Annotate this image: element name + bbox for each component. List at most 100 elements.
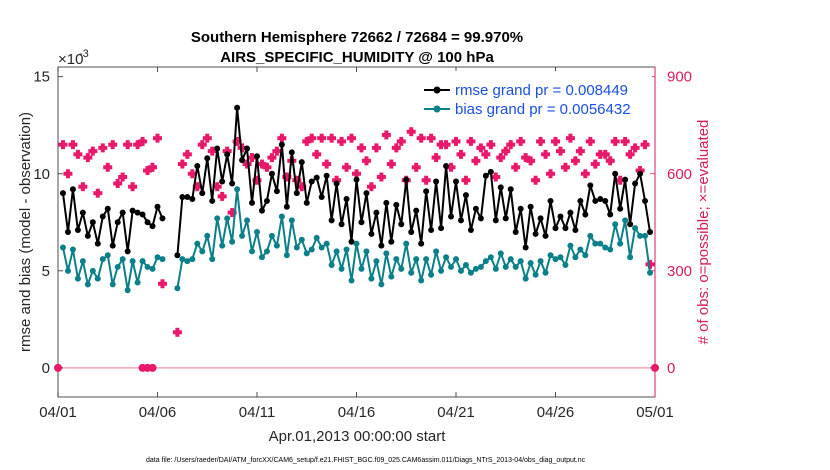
rmse-point <box>428 227 435 234</box>
obs-evaluated-marker <box>585 136 595 146</box>
y2-tick-label: 900 <box>667 69 692 86</box>
series-layer <box>54 104 659 372</box>
rmse-point <box>214 145 221 152</box>
bias-point <box>637 232 644 239</box>
bias-point <box>159 256 166 263</box>
obs-evaluated-marker <box>267 153 277 163</box>
rmse-point <box>353 176 360 183</box>
obs-evaluated-marker <box>118 172 128 182</box>
obs-evaluated-marker <box>347 133 357 143</box>
rmse-point <box>497 184 504 191</box>
obs-evaluated-marker <box>177 159 187 169</box>
obs-evaluated-marker <box>262 162 272 172</box>
y2-axis-ticks: 0 300 600 900 <box>650 67 692 397</box>
bias-point <box>288 217 295 224</box>
legend-rmse-label: rmse grand pr = 0.008449 <box>455 82 628 99</box>
obs-evaluated-marker <box>197 140 207 150</box>
bias-point <box>318 244 325 251</box>
bias-point <box>502 263 509 270</box>
x-tick-label: 04/26 <box>537 404 575 421</box>
obs-evaluated-marker <box>272 146 282 156</box>
bias-point <box>104 252 111 259</box>
rmse-point <box>467 227 474 234</box>
rmse-point <box>433 178 440 185</box>
x-tick-label: 05/01 <box>636 404 674 421</box>
obs-evaluated-marker <box>605 156 615 166</box>
rmse-point <box>94 240 101 247</box>
bias-point <box>283 252 290 259</box>
rmse-point <box>632 180 639 187</box>
rmse-point <box>423 188 430 195</box>
rmse-point <box>462 192 469 199</box>
obs-evaluated-marker <box>441 140 451 150</box>
rmse-point <box>408 229 415 235</box>
y2-axis-label: # of obs: o=possible; ×=evaluated <box>695 120 712 345</box>
y-tick-label: 0 <box>42 360 50 377</box>
obs-evaluated-marker <box>172 327 182 337</box>
rmse-point <box>323 172 330 179</box>
rmse-point <box>268 170 275 177</box>
bias-point <box>99 256 106 263</box>
rmse-point <box>443 163 450 169</box>
rmse-point <box>393 201 400 208</box>
bias-point <box>254 229 260 235</box>
rmse-point <box>492 217 499 224</box>
y-axis-scale-base: ×10 <box>58 51 83 68</box>
rmse-point <box>582 211 589 218</box>
rmse-point <box>642 197 649 204</box>
bias-point <box>457 267 464 274</box>
rmse-point <box>547 197 554 204</box>
rmse-point <box>333 180 340 187</box>
bias-point <box>512 263 519 270</box>
rmse-point <box>104 205 111 212</box>
bias-point <box>443 254 450 261</box>
rmse-point <box>278 141 285 148</box>
obs-evaluated-marker <box>317 133 327 143</box>
bias-point <box>647 269 654 276</box>
rmse-point <box>239 157 246 164</box>
x-axis-ticks: 04/01 04/06 04/11 04/16 04/21 04/26 05/01 <box>39 67 674 421</box>
bias-point <box>69 246 76 253</box>
rmse-point <box>363 190 370 197</box>
rmse-point <box>139 211 146 218</box>
obs-evaluated-marker <box>123 140 133 150</box>
rmse-point <box>512 229 519 235</box>
bias-point <box>189 256 196 263</box>
bias-point <box>119 256 126 263</box>
bias-point <box>348 277 355 284</box>
rmse-point <box>318 194 325 201</box>
obs-evaluated-marker <box>426 133 436 143</box>
obs-evaluated-marker <box>88 146 98 156</box>
rmse-point <box>234 104 241 111</box>
plot-area <box>57 66 656 398</box>
obs-evaluated-marker <box>411 162 421 172</box>
obs-evaluated-marker <box>560 162 570 172</box>
bias-point <box>323 240 330 247</box>
obs-evaluated-marker <box>511 162 521 172</box>
obs-evaluated-marker <box>575 146 585 156</box>
obs-possible-marker <box>651 363 659 372</box>
rmse-point <box>527 203 534 210</box>
obs-evaluated-marker <box>242 159 252 169</box>
rmse-point <box>373 209 380 216</box>
rmse-point <box>637 170 644 177</box>
legend-box <box>420 71 652 119</box>
bias-point <box>597 240 604 247</box>
bias-point <box>527 260 534 267</box>
bias-point <box>413 256 420 263</box>
bias-point <box>209 256 216 263</box>
obs-possible-marker <box>54 363 62 372</box>
y-tick-label: 10 <box>33 166 50 183</box>
y2-tick-label: 600 <box>667 166 692 183</box>
bias-point <box>273 242 280 249</box>
rmse-point <box>368 230 375 237</box>
rmse-point <box>383 199 390 206</box>
bias-point <box>522 275 529 282</box>
rmse-point <box>522 244 529 251</box>
rmse-point <box>258 207 265 214</box>
bias-point <box>303 250 310 257</box>
rmse-point <box>472 205 479 212</box>
bias-point <box>472 265 479 272</box>
bias-point <box>537 258 544 265</box>
